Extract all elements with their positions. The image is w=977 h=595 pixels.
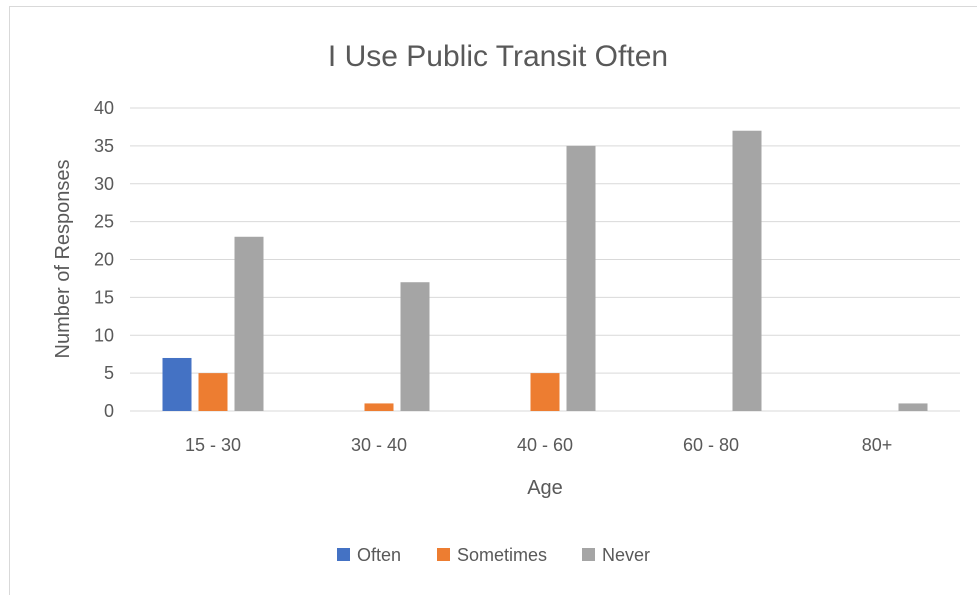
bar-often-0 — [162, 357, 192, 411]
y-tick-label: 40 — [94, 98, 114, 118]
legend-swatch-often — [337, 548, 350, 561]
x-tick-label: 30 - 40 — [351, 435, 407, 455]
y-tick-label: 20 — [94, 250, 114, 270]
bar-never-0 — [234, 236, 264, 411]
y-tick-label: 15 — [94, 287, 114, 307]
y-tick-label: 25 — [94, 212, 114, 232]
x-tick-label: 80+ — [862, 435, 893, 455]
legend-label-sometimes: Sometimes — [457, 545, 547, 565]
bar-never-1 — [400, 282, 430, 411]
y-axis-ticks: 0 5 10 15 20 25 30 35 40 — [94, 98, 114, 421]
x-tick-label: 60 - 80 — [683, 435, 739, 455]
legend-label-often: Often — [357, 545, 401, 565]
x-axis-label: Age — [527, 477, 563, 499]
bar-sometimes-1 — [364, 403, 394, 411]
y-tick-label: 35 — [94, 136, 114, 156]
y-tick-label: 30 — [94, 174, 114, 194]
chart-title: I Use Public Transit Often — [328, 40, 668, 73]
bar-sometimes-2 — [530, 373, 560, 411]
bar-never-2 — [566, 145, 596, 411]
bars — [162, 130, 928, 411]
y-tick-label: 0 — [104, 401, 114, 421]
y-tick-label: 10 — [94, 325, 114, 345]
x-tick-label: 15 - 30 — [185, 435, 241, 455]
x-axis-ticks: 15 - 30 30 - 40 40 - 60 60 - 80 80+ — [185, 435, 892, 455]
legend-swatch-never — [582, 548, 595, 561]
chart-frame — [9, 6, 977, 595]
x-tick-label: 40 - 60 — [517, 435, 573, 455]
bar-never-4 — [898, 403, 928, 411]
legend-label-never: Never — [602, 545, 650, 565]
bar-sometimes-0 — [198, 373, 228, 411]
y-axis-label: Number of Responses — [52, 160, 74, 359]
legend-swatch-sometimes — [437, 548, 450, 561]
bar-never-3 — [732, 130, 762, 411]
y-tick-label: 5 — [104, 363, 114, 383]
legend: Often Sometimes Never — [337, 545, 650, 565]
